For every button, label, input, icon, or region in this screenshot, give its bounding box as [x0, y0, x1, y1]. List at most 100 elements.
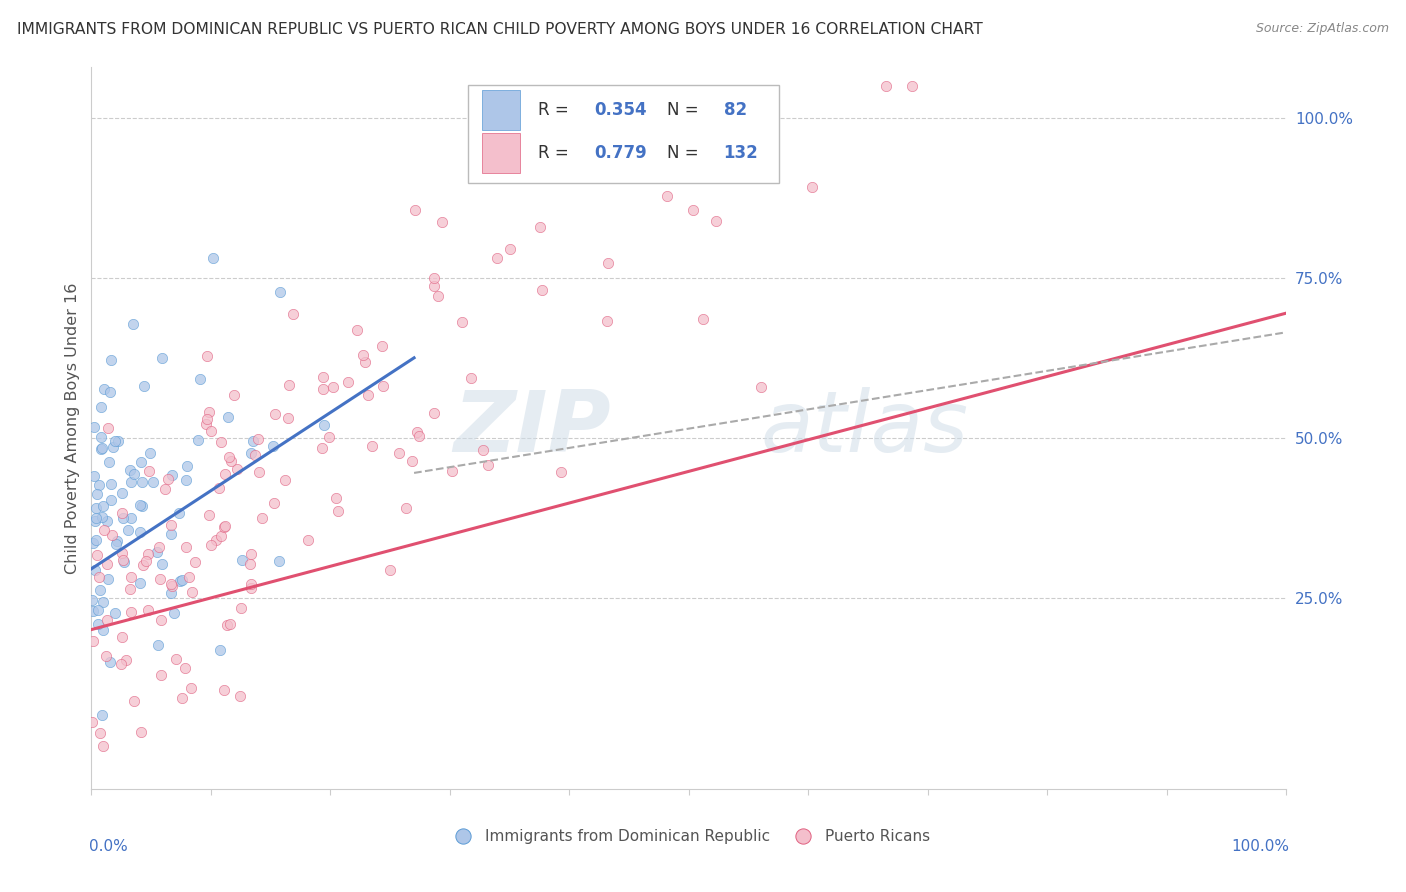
Point — [153, 482, 176, 496]
Point — [180, 681, 202, 695]
Point — [111, 630, 134, 644]
Point — [82, 634, 104, 648]
Point — [195, 349, 218, 363]
Point — [111, 511, 134, 525]
Point — [529, 220, 551, 235]
Point — [122, 694, 145, 708]
Point — [146, 545, 169, 559]
Point — [408, 429, 430, 443]
Point — [273, 473, 295, 487]
Point — [195, 412, 218, 426]
Point — [209, 642, 232, 657]
Point — [281, 307, 304, 321]
Point — [129, 576, 152, 591]
Point — [692, 312, 714, 326]
Point — [179, 570, 201, 584]
Text: 82: 82 — [724, 101, 747, 119]
Point — [120, 511, 142, 525]
Point — [111, 486, 134, 500]
Point — [314, 418, 336, 433]
Point — [598, 256, 620, 270]
Point — [94, 648, 117, 663]
Point — [89, 583, 111, 598]
Point — [239, 576, 262, 591]
Point — [197, 508, 219, 522]
Point — [160, 467, 183, 482]
Point — [357, 388, 380, 402]
Point — [219, 616, 242, 631]
Point — [82, 604, 104, 618]
Point — [170, 691, 193, 706]
Point — [138, 464, 160, 478]
Point — [91, 708, 114, 723]
Point — [725, 165, 748, 179]
Point — [111, 546, 134, 560]
Point — [97, 572, 120, 586]
Point — [214, 518, 236, 533]
Point — [328, 504, 350, 518]
Point — [96, 613, 118, 627]
Point — [104, 607, 127, 621]
Point — [157, 472, 180, 486]
Point — [120, 475, 142, 489]
Point — [150, 557, 173, 571]
Point — [406, 425, 429, 439]
Point — [214, 467, 236, 482]
Point — [174, 474, 197, 488]
Point — [318, 430, 340, 444]
Point — [107, 434, 129, 449]
Point — [423, 270, 446, 285]
Point — [98, 455, 121, 469]
Point — [167, 506, 190, 520]
Point — [148, 540, 170, 554]
Point — [80, 714, 103, 729]
Point — [87, 602, 110, 616]
Point — [82, 536, 104, 550]
Point — [297, 533, 319, 547]
Point — [200, 424, 222, 438]
Point — [395, 500, 418, 515]
Point — [225, 461, 247, 475]
Point — [277, 410, 299, 425]
Point — [231, 552, 253, 566]
Point — [120, 463, 142, 477]
Point — [90, 430, 112, 444]
Point — [682, 202, 704, 217]
Point — [96, 514, 118, 528]
Point — [86, 548, 108, 562]
Point — [247, 465, 270, 479]
Point — [89, 478, 111, 492]
Point — [101, 528, 124, 542]
Point — [86, 487, 108, 501]
Point — [404, 203, 426, 218]
Point — [209, 529, 232, 543]
Point — [195, 417, 218, 431]
Point — [139, 446, 162, 460]
Bar — [482, 134, 520, 173]
Point — [135, 554, 157, 568]
Point — [122, 467, 145, 481]
Point — [262, 439, 284, 453]
Point — [93, 523, 115, 537]
Point — [176, 541, 198, 555]
Point — [243, 448, 266, 462]
Point — [146, 638, 169, 652]
Point — [218, 409, 240, 424]
Point — [215, 618, 238, 632]
Text: 0.779: 0.779 — [595, 145, 647, 162]
Point — [336, 376, 359, 390]
Point — [89, 726, 111, 740]
Point — [242, 434, 264, 448]
Point — [657, 189, 679, 203]
Point — [360, 439, 382, 453]
Point — [163, 606, 186, 620]
Point — [704, 214, 727, 228]
Bar — [468, 85, 779, 183]
Point — [84, 563, 107, 577]
Point — [89, 400, 111, 414]
Point — [423, 278, 446, 293]
Point — [87, 616, 110, 631]
Point — [122, 317, 145, 331]
Point — [269, 554, 291, 568]
Point — [240, 446, 263, 460]
